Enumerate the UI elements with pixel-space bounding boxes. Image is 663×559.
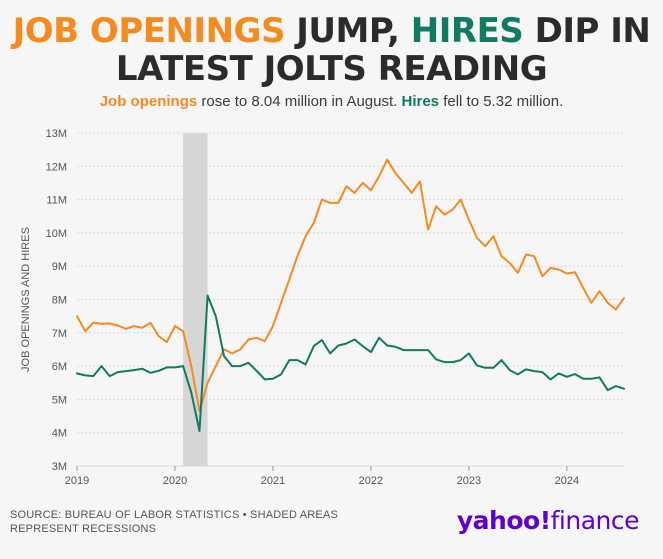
title-jump: JUMP,	[284, 11, 411, 51]
x-tick-label-2023: 2023	[457, 475, 481, 487]
title-dip-in: DIP IN	[523, 11, 651, 51]
subtitle-job-openings: Job openings	[99, 93, 198, 110]
line-chart: 13M 12M 11M 10M 9M 8M 7M 6M 5M 4M 3M 2019 2020 2021 20…	[20, 128, 625, 487]
x-tick-label-2022: 2022	[359, 475, 383, 487]
y-tick-label-11M: 11M	[46, 195, 67, 207]
y-tick-label-9M: 9M	[52, 261, 67, 273]
chart-subtitle: Job openings rose to 8.04 million in Aug…	[0, 93, 663, 110]
subtitle-openings-detail: rose to 8.04 million in August.	[197, 93, 402, 110]
x-tick-label-2019: 2019	[65, 475, 89, 487]
y-tick-label-12M: 12M	[46, 161, 67, 173]
subtitle-hires-detail: fell to 5.32 million.	[439, 93, 564, 110]
y-tick-label-7M: 7M	[52, 328, 67, 340]
title-hires: HIRES	[410, 11, 524, 51]
y-tick-label-13M: 13M	[46, 128, 67, 140]
chart-title: JOB OPENINGS JUMP, HIRES DIP IN LATEST J…	[0, 12, 663, 88]
y-axis-label: JOB OPENINGS AND HIRES	[20, 227, 32, 372]
series-line-hires	[76, 294, 625, 432]
x-tick-label-2021: 2021	[261, 475, 285, 487]
y-tick-label-5M: 5M	[52, 394, 67, 406]
y-tick-label-6M: 6M	[52, 361, 67, 373]
x-tick-label-2020: 2020	[163, 475, 187, 487]
logo-yahoo: yahoo!	[456, 506, 551, 535]
yahoo-finance-logo: yahoo!finance	[456, 506, 640, 535]
source-note: SOURCE: BUREAU OF LABOR STATISTICS • SHA…	[10, 509, 339, 535]
series-line-job-openings	[76, 158, 625, 413]
subtitle-hires: Hires	[401, 93, 440, 110]
y-tick-label-3M: 3M	[52, 461, 67, 473]
title-line-1: JOB OPENINGS JUMP, HIRES DIP IN	[0, 12, 663, 50]
y-tick-label-10M: 10M	[46, 228, 67, 240]
x-tick-label-2024: 2024	[555, 475, 579, 487]
y-tick-label-4M: 4M	[52, 428, 67, 440]
y-tick-label-8M: 8M	[52, 295, 67, 307]
logo-finance: finance	[550, 506, 640, 535]
title-job-openings: JOB OPENINGS	[12, 11, 286, 51]
title-line-2: LATEST JOLTS READING	[115, 49, 548, 89]
